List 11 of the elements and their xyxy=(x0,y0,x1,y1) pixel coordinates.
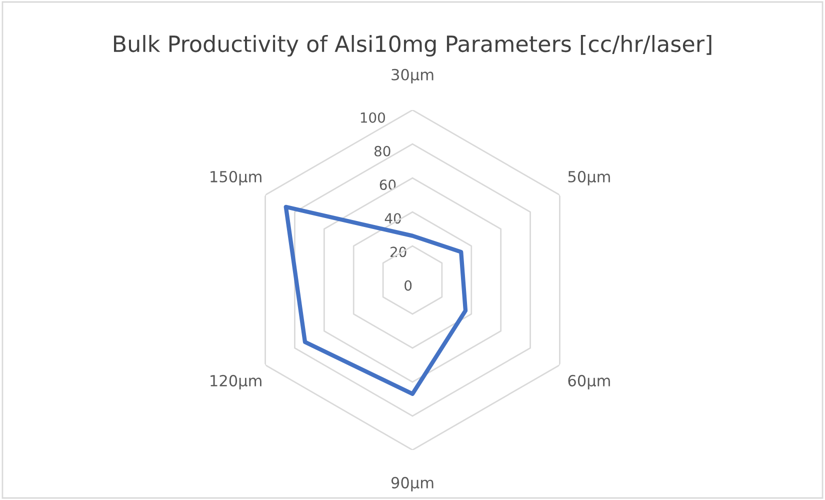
y-tick-label: 40 xyxy=(384,213,401,224)
spoke-label: 60µm xyxy=(568,374,610,390)
spoke-label: 150µm xyxy=(210,170,262,186)
spoke-label: 90µm xyxy=(391,476,434,492)
y-tick-label: 100 xyxy=(360,112,385,123)
y-tick-label: 80 xyxy=(374,146,390,156)
y-tick-label: 0 xyxy=(404,280,412,291)
spoke-label: 120µm xyxy=(210,374,262,390)
spoke-label: 50µm xyxy=(568,170,610,186)
spoke-label: 30µm xyxy=(392,68,434,84)
chart-title: Bulk Productivity of Alsi10mg Parameters [cc/hr/laser] xyxy=(114,35,712,57)
